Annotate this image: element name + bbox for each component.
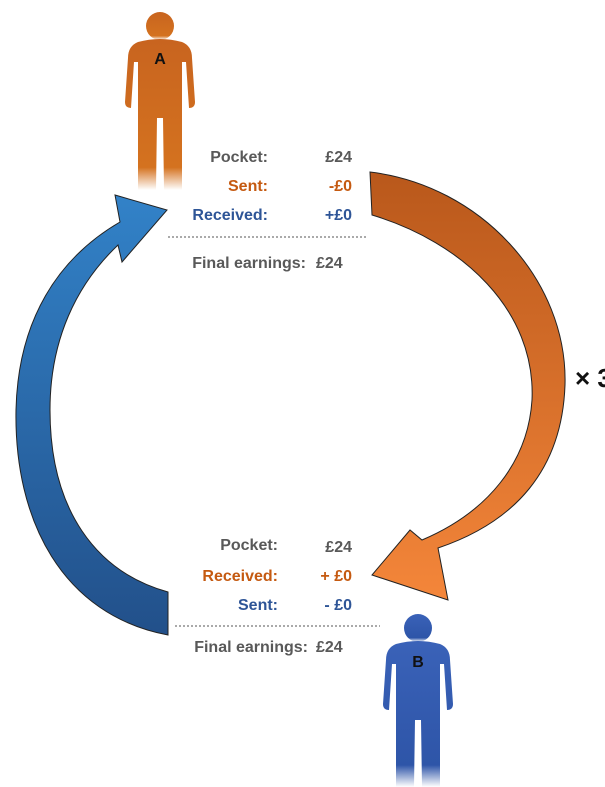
multiplier: × 3 [575, 363, 605, 393]
person-a [125, 12, 195, 190]
row-value: + £0 [320, 568, 352, 585]
row-label: Received: [192, 207, 268, 224]
final-value: £24 [316, 255, 343, 272]
row-value: - £0 [324, 597, 352, 614]
row-label: Received: [202, 568, 278, 585]
row-label: Pocket: [210, 149, 268, 166]
final-label: Final earnings: [192, 255, 306, 272]
person-label: A [154, 51, 166, 68]
blue-arrow [15, 194, 169, 636]
row-label: Pocket: [220, 537, 278, 554]
row-value: £24 [325, 539, 352, 556]
row-label: Sent: [238, 597, 278, 614]
final-label: Final earnings: [194, 639, 308, 656]
row-value: £24 [325, 149, 352, 166]
person-label: B [412, 654, 424, 671]
row-label: Sent: [228, 178, 268, 195]
final-value: £24 [316, 639, 343, 656]
person-b [383, 614, 453, 787]
row-value: +£0 [325, 207, 352, 224]
row-value: -£0 [329, 178, 352, 195]
orange-arrow [369, 171, 566, 601]
